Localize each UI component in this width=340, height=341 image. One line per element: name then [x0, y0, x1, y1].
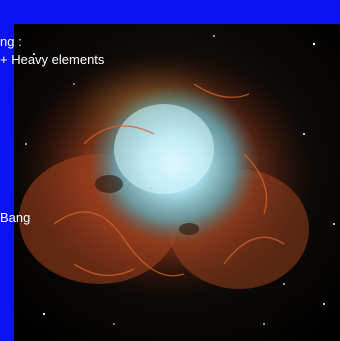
top-band: [0, 0, 340, 24]
caption-line-3: Bang: [0, 210, 31, 225]
caption-line-1: ng :: [0, 34, 22, 49]
left-band: [0, 0, 14, 341]
nebula-photo: [14, 24, 340, 341]
caption-line-2: + Heavy elements: [0, 52, 105, 67]
